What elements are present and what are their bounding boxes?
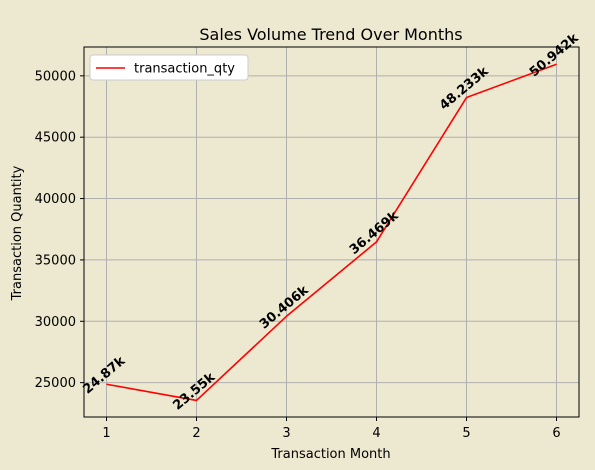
- x-tick-label: 2: [192, 426, 200, 441]
- plot-area: [84, 47, 579, 417]
- series-layer: [106, 63, 557, 402]
- series-line: [106, 63, 557, 402]
- x-tick-label: 3: [282, 426, 290, 441]
- chart-title: Sales Volume Trend Over Months: [199, 25, 462, 44]
- y-tick-label: 35000: [35, 253, 76, 268]
- x-tick-label: 1: [102, 426, 110, 441]
- y-tick-label: 25000: [35, 376, 76, 391]
- y-tick-label: 45000: [35, 131, 76, 146]
- y-axis-title: Transaction Quantity: [10, 165, 25, 301]
- legend-label: transaction_qty: [134, 62, 235, 77]
- y-tick-label: 40000: [35, 192, 76, 207]
- plot-frame: [83, 46, 580, 418]
- legend-box: [89, 54, 249, 81]
- y-tick-label: 50000: [35, 69, 76, 84]
- x-tick-label: 5: [462, 426, 470, 441]
- grid: [84, 47, 579, 417]
- y-tick-label: 30000: [35, 315, 76, 330]
- x-tick-label: 4: [372, 426, 380, 441]
- axis-ticks: 1 2 3 4 5 6 25000 30000 35000 40000 45000 50000: [35, 69, 561, 441]
- legend: transaction_qty: [89, 54, 249, 81]
- x-axis-title: Transaction Month: [270, 447, 390, 462]
- x-tick-label: 6: [552, 426, 560, 441]
